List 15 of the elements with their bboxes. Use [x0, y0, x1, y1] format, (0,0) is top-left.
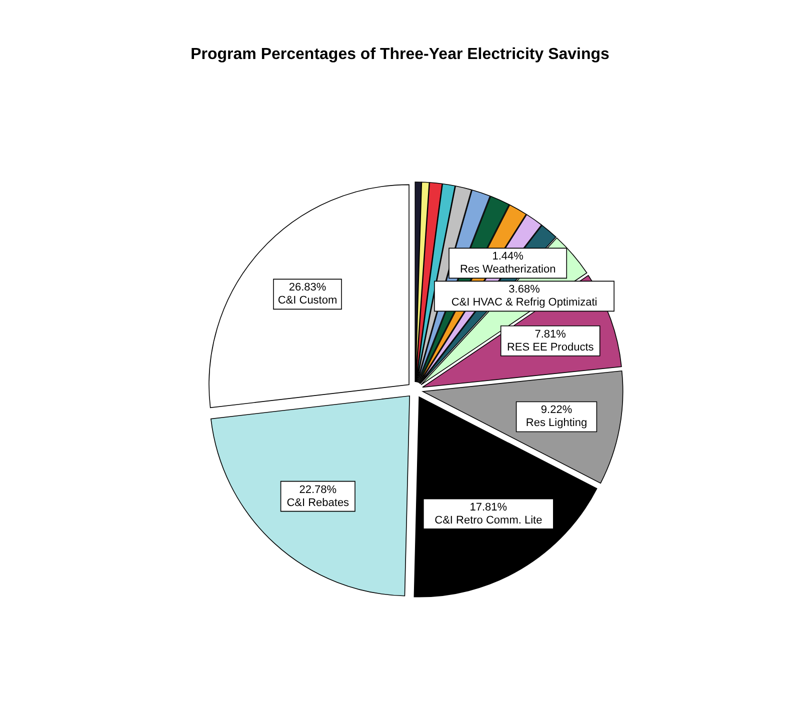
slice-label: C&I HVAC & Refrig Optimizati	[451, 296, 598, 309]
slice-label: Res Lighting	[526, 417, 588, 430]
data-label: 3.68%	[508, 284, 540, 296]
slice-label: Res Weatherization	[460, 264, 556, 276]
slice-label: RES EE Products	[506, 341, 594, 354]
data-label: 1.44%	[492, 250, 524, 263]
data-label: 7.81%	[534, 328, 566, 340]
chart-title: Program Percentages of Three-Year Electricity Savings	[190, 46, 610, 63]
data-label: 17.81%	[470, 501, 508, 514]
data-label: 22.78%	[299, 484, 337, 496]
data-label: 26.83%	[288, 282, 326, 294]
slice-label: C&I Rebates	[286, 496, 350, 509]
slice-label: C&I Custom	[278, 294, 338, 307]
data-label: 9.22%	[540, 404, 572, 416]
slice-label: C&I Retro Comm. Lite	[434, 514, 542, 526]
